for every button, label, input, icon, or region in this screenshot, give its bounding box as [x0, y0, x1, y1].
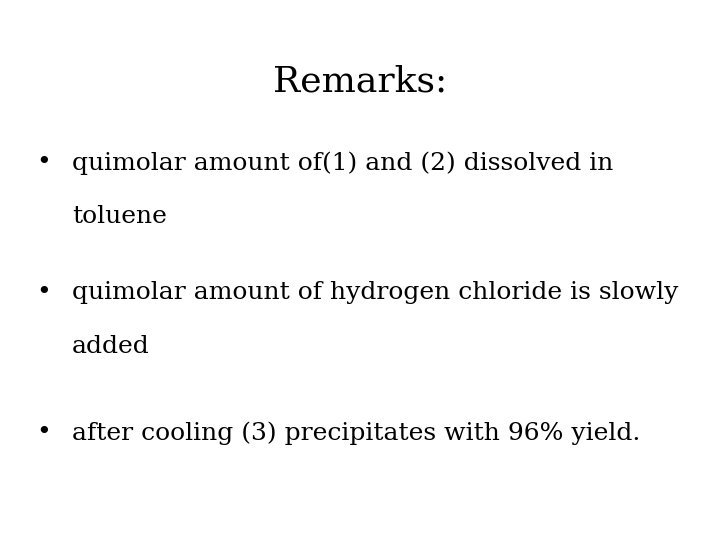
Text: •: • — [36, 281, 50, 304]
Text: toluene: toluene — [72, 205, 167, 228]
Text: added: added — [72, 335, 150, 358]
Text: •: • — [36, 151, 50, 174]
Text: •: • — [36, 421, 50, 444]
Text: after cooling (3) precipitates with 96% yield.: after cooling (3) precipitates with 96% … — [72, 421, 640, 445]
Text: quimolar amount of hydrogen chloride is slowly: quimolar amount of hydrogen chloride is … — [72, 281, 678, 304]
Text: quimolar amount of(1) and (2) dissolved in: quimolar amount of(1) and (2) dissolved … — [72, 151, 613, 175]
Text: Remarks:: Remarks: — [273, 65, 447, 99]
